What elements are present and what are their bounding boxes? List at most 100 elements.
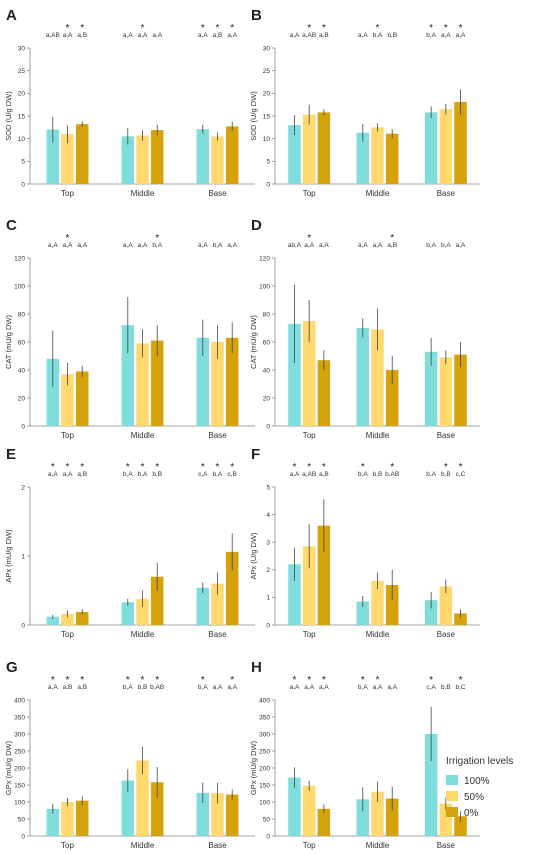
y-tick-label: 60	[18, 339, 26, 346]
panel-H: H 0 50 100 150 200 250 300 350 400 GPx (mU/g DW) a,…	[249, 659, 480, 850]
y-tick-label: 20	[263, 91, 271, 98]
y-tick-label: 0	[266, 833, 270, 840]
significance-star: *	[322, 675, 326, 686]
significance-star: *	[141, 23, 145, 34]
panel-G: G 0 50 100 150 200 250 300 350 400 GPx (mU/g DW) a,…	[4, 659, 255, 850]
y-tick-label: 120	[14, 255, 25, 262]
significance-label: a,A	[304, 684, 314, 691]
y-tick-label: 40	[18, 367, 26, 374]
bar	[371, 329, 384, 426]
bar	[196, 792, 210, 836]
y-tick-label: 40	[263, 367, 271, 374]
significance-label: a,A	[227, 242, 237, 249]
bar	[121, 780, 135, 836]
y-tick-label: 100	[259, 283, 270, 290]
significance-star: *	[155, 462, 159, 473]
y-tick-label: 3	[266, 540, 270, 547]
significance-label: a,A	[290, 32, 300, 39]
y-tick-label: 400	[14, 697, 25, 704]
y-tick-label: 350	[259, 714, 270, 721]
significance-star: *	[155, 675, 159, 686]
significance-star: *	[444, 23, 448, 34]
significance-label: a,A	[358, 32, 368, 39]
y-tick-label: 5	[266, 159, 270, 166]
significance-label: b,AB	[150, 684, 164, 691]
significance-label: b,B	[152, 471, 162, 478]
y-tick-label: 0	[266, 423, 270, 430]
y-tick-label: 400	[259, 697, 270, 704]
y-tick-label: 100	[259, 799, 270, 806]
significance-label: a,A	[304, 242, 314, 249]
significance-label: a,A	[456, 32, 466, 39]
bar	[211, 583, 224, 625]
category-label: Middle	[131, 189, 155, 198]
legend-label-0: 0%	[464, 808, 479, 819]
bar	[302, 114, 316, 184]
bar	[136, 135, 149, 184]
bar	[454, 613, 467, 625]
category-label: Top	[61, 841, 74, 850]
bar	[385, 584, 399, 625]
significance-label: b,B	[138, 684, 148, 691]
bar	[150, 130, 164, 184]
significance-label: b,A	[426, 32, 436, 39]
bar	[385, 798, 399, 836]
significance-star: *	[322, 23, 326, 34]
y-tick-label: 5	[21, 159, 25, 166]
bar	[61, 374, 74, 426]
y-tick-label: 1	[21, 553, 25, 560]
bar	[288, 777, 301, 836]
y-tick-label: 300	[14, 731, 25, 738]
significance-star: *	[293, 462, 297, 473]
panel-letter: B	[251, 7, 262, 24]
significance-star: *	[322, 462, 326, 473]
significance-label: a,A	[77, 242, 87, 249]
legend: Irrigation levels 100% 50% 0%	[446, 756, 513, 819]
y-tick-label: 150	[259, 782, 270, 789]
significance-star: *	[361, 462, 365, 473]
significance-star: *	[230, 462, 234, 473]
category-label: Top	[303, 841, 316, 850]
category-label: Base	[208, 841, 227, 850]
y-tick-label: 25	[18, 68, 26, 75]
significance-star: *	[230, 675, 234, 686]
significance-star: *	[141, 675, 145, 686]
significance-star: *	[230, 23, 234, 34]
y-tick-label: 30	[263, 45, 271, 52]
category-label: Top	[61, 189, 74, 198]
bar	[61, 613, 74, 625]
y-tick-label: 4	[266, 512, 270, 519]
significance-star: *	[201, 23, 205, 34]
category-label: Middle	[131, 630, 155, 639]
significance-star: *	[155, 233, 159, 244]
significance-label: a,A	[227, 32, 237, 39]
category-label: Top	[61, 630, 74, 639]
significance-label: a,B	[213, 32, 223, 39]
significance-label: a,B	[77, 32, 87, 39]
significance-label: b,AB	[385, 471, 399, 478]
significance-star: *	[66, 462, 70, 473]
significance-label: a,A	[290, 684, 300, 691]
significance-star: *	[459, 675, 463, 686]
category-label: Base	[437, 630, 456, 639]
bar	[317, 112, 331, 184]
significance-star: *	[307, 462, 311, 473]
significance-star: *	[376, 675, 380, 686]
y-tick-label: 300	[259, 731, 270, 738]
legend-swatch-0	[446, 807, 458, 817]
significance-label: b,A	[426, 242, 436, 249]
category-label: Base	[208, 189, 227, 198]
significance-label: a,A	[227, 684, 237, 691]
y-tick-label: 25	[263, 68, 271, 75]
bar	[196, 129, 210, 184]
y-axis-label: GPx (mU/g DW)	[4, 740, 13, 795]
bar	[46, 358, 60, 426]
significance-label: a,B	[387, 242, 397, 249]
y-axis-label: APx (mU/g DW)	[4, 529, 13, 583]
significance-label: a,A	[123, 32, 133, 39]
significance-label: a,A	[63, 242, 73, 249]
significance-label: a,A	[213, 684, 223, 691]
bar	[225, 551, 239, 625]
